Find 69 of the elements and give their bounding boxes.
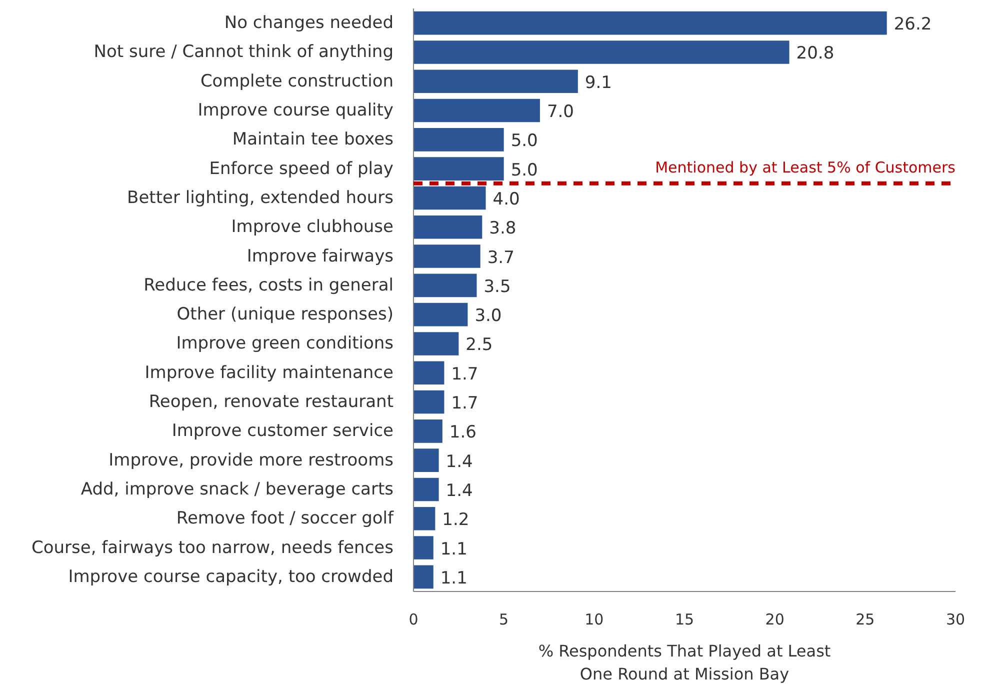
bar: [414, 186, 486, 210]
bar: [414, 390, 444, 414]
x-tick-label: 15: [674, 610, 694, 628]
y-tick-label: Remove foot / soccer golf: [176, 508, 395, 529]
y-tick-label: Maintain tee boxes: [232, 130, 394, 150]
data-label: 1.4: [446, 452, 473, 472]
y-tick-label: Improve facility maintenance: [144, 362, 394, 383]
data-label: 1.7: [451, 364, 478, 384]
data-label: 2.5: [466, 335, 493, 356]
data-label: 3.0: [474, 306, 502, 326]
bar: [414, 478, 439, 502]
y-tick-label: Improve fairways: [246, 246, 394, 266]
bar: [414, 157, 504, 180]
x-tick-label: 20: [765, 610, 784, 628]
y-tick-label: Complete construction: [200, 71, 394, 92]
bar: [414, 361, 444, 385]
y-tick-label: Add, improve snack / beverage carts: [80, 479, 394, 500]
data-label: 3.7: [487, 248, 514, 268]
bar: [414, 274, 477, 298]
bar: [414, 536, 434, 560]
data-label: 4.0: [492, 189, 520, 210]
x-axis-title: % Respondents That Played at Least One Round at Mission Bay: [538, 642, 831, 684]
x-tick-label: 30: [946, 610, 966, 628]
data-label: 1.1: [440, 568, 468, 588]
y-tick-label: Improve clubhouse: [231, 217, 394, 238]
y-tick-label: Reopen, renovate restaurant: [148, 392, 394, 412]
data-label: 1.7: [451, 394, 478, 414]
data-label: 1.4: [446, 480, 473, 501]
y-tick-label: Better lighting, extended hours: [127, 188, 394, 208]
data-label: 7.0: [546, 102, 574, 122]
y-tick-label: Improve, provide more restrooms: [108, 450, 394, 470]
x-tick-label: 0: [408, 610, 418, 628]
bar: [414, 70, 578, 94]
bar: [414, 565, 434, 589]
data-label: 1.6: [449, 422, 476, 443]
bar: [414, 40, 790, 64]
data-label: 3.8: [489, 218, 516, 239]
x-tick-label: 25: [856, 610, 875, 628]
bar: [414, 128, 504, 152]
data-label: 20.8: [796, 44, 834, 64]
bar: [414, 98, 540, 122]
data-label: 5.0: [510, 131, 538, 152]
y-tick-label: Improve course capacity, too crowded: [68, 566, 394, 587]
bar: [414, 11, 887, 35]
y-tick-label: Improve green conditions: [176, 334, 394, 354]
x-tick-label: 10: [584, 610, 604, 628]
data-label: 26.2: [894, 14, 932, 35]
bar: [414, 302, 468, 326]
y-tick-label: No changes needed: [224, 13, 394, 34]
bar: [414, 215, 482, 239]
y-tick-label: Reduce fees, costs in general: [144, 275, 394, 296]
bar: [414, 506, 436, 530]
data-label: 5.0: [510, 160, 538, 180]
y-tick-label: Improve course quality: [198, 100, 394, 121]
y-tick-label: Other (unique responses): [176, 304, 394, 325]
y-tick-label: Course, fairways too narrow, needs fences: [31, 538, 394, 558]
y-tick-label: Improve customer service: [172, 421, 394, 442]
data-label: 9.1: [584, 72, 612, 93]
data-label: 1.2: [442, 510, 470, 530]
bar: [414, 244, 480, 268]
bar: [414, 332, 459, 356]
y-tick-label: Enforce speed of play: [209, 158, 394, 179]
y-tick-label: Not sure / Cannot think of anything: [94, 42, 394, 62]
ref-line-label: Mentioned by at Least 5% of Customers: [655, 158, 956, 176]
bar: [414, 448, 439, 472]
data-label: 3.5: [484, 276, 511, 297]
x-tick-label: 5: [499, 610, 509, 628]
bar: [414, 420, 442, 443]
data-label: 1.1: [440, 539, 468, 560]
